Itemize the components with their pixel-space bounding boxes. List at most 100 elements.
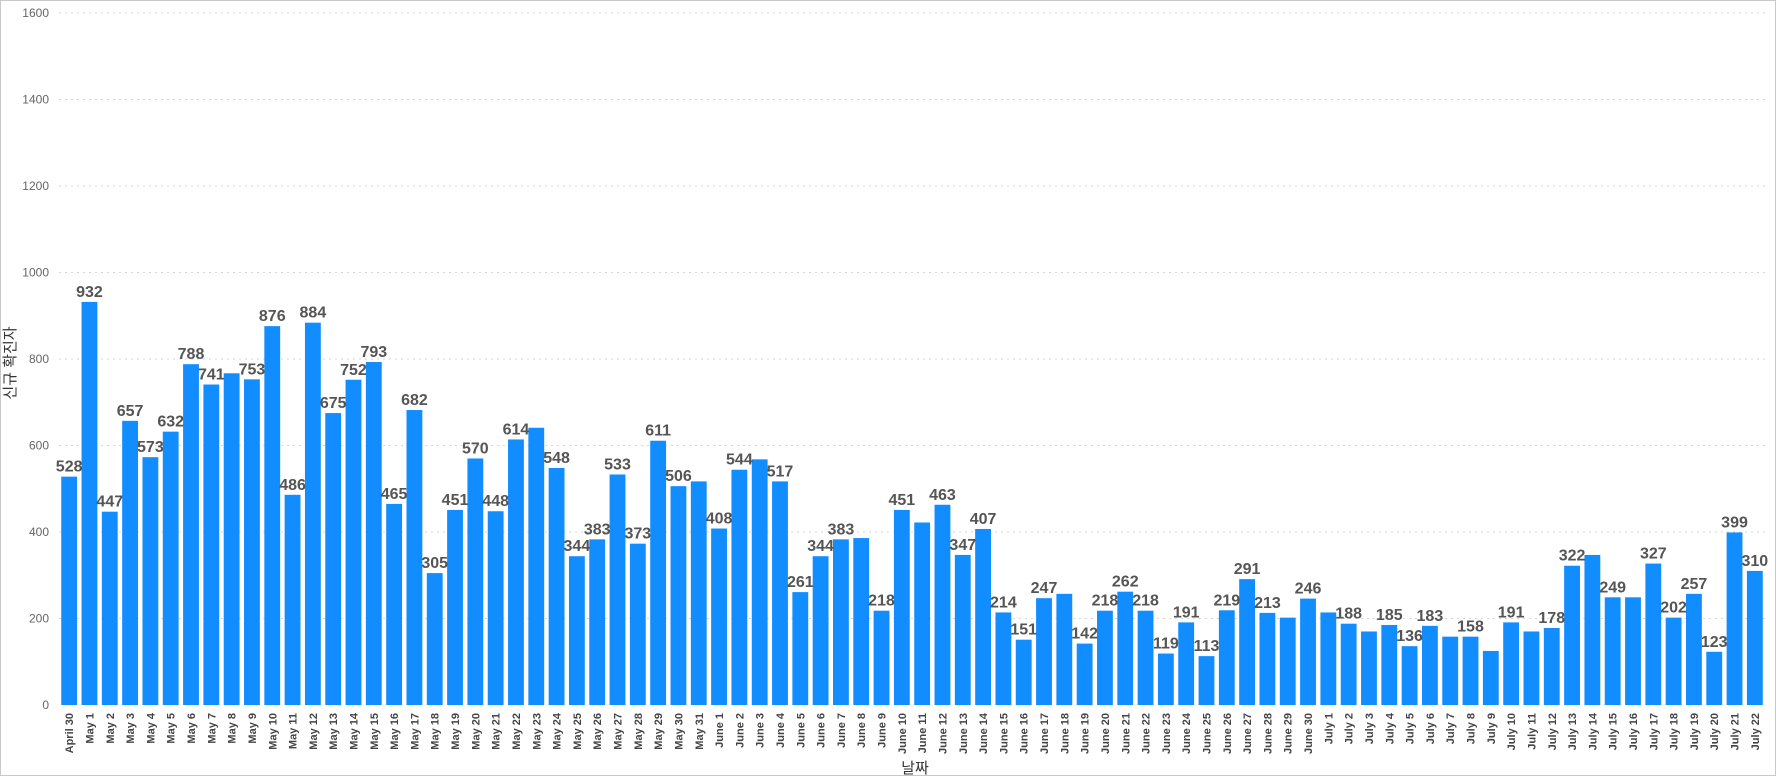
bar <box>792 592 809 705</box>
bar <box>1726 532 1743 705</box>
bar <box>670 486 687 705</box>
x-tick-label: July 17 <box>1648 713 1660 750</box>
bar <box>1523 631 1540 705</box>
x-tick-label: May 5 <box>166 713 178 744</box>
x-tick-label: June 27 <box>1242 713 1254 754</box>
x-tick-label: May 2 <box>105 713 117 744</box>
bar <box>1279 617 1296 705</box>
data-label: 548 <box>543 450 570 467</box>
bar <box>1421 625 1438 705</box>
data-label: 884 <box>300 305 327 322</box>
x-tick-label: May 3 <box>125 713 137 744</box>
data-label: 191 <box>1498 604 1525 621</box>
x-tick-label: July 3 <box>1364 713 1376 744</box>
x-tick-label: July 11 <box>1526 713 1538 750</box>
x-tick-label: June 14 <box>978 712 990 754</box>
bar <box>508 439 524 705</box>
data-label: 451 <box>442 492 469 509</box>
bar <box>447 509 463 705</box>
x-tick-label: June 2 <box>734 713 746 748</box>
bar <box>568 556 585 705</box>
bar <box>345 379 362 705</box>
x-tick-label: June 17 <box>1039 713 1051 754</box>
bar <box>426 573 443 705</box>
x-tick-label: June 15 <box>998 713 1010 754</box>
x-tick-label: May 4 <box>145 712 157 743</box>
x-tick-label: June 29 <box>1283 713 1295 754</box>
data-label: 447 <box>96 494 123 511</box>
data-label: 573 <box>137 439 164 456</box>
data-labels: 528 932 447 657 573 632 788 741 753 876 486 884 675 7… <box>56 284 1768 655</box>
x-tick-label: May 31 <box>694 713 706 750</box>
x-axis-ticks: April 30 May 1 May 2 May 3 May 4 May 5 May 6 Ma… <box>64 712 1762 754</box>
bar <box>832 539 849 705</box>
data-label: 528 <box>56 459 83 476</box>
bar <box>772 481 788 705</box>
data-label: 533 <box>604 456 631 473</box>
data-label: 113 <box>1194 638 1220 655</box>
data-label: 213 <box>1254 595 1281 612</box>
bar <box>1706 651 1723 705</box>
data-label: 570 <box>462 440 489 457</box>
data-label: 753 <box>239 361 266 378</box>
y-axis-title: 신규 확진자 <box>2 326 19 399</box>
x-tick-label: May 9 <box>247 713 259 744</box>
data-label: 451 <box>888 492 915 509</box>
bar <box>1482 650 1499 705</box>
gridlines <box>59 12 1765 619</box>
bar <box>264 326 281 705</box>
data-label: 119 <box>1153 636 1179 653</box>
data-label: 158 <box>1457 619 1484 636</box>
bar <box>1117 591 1134 705</box>
x-tick-label: June 19 <box>1080 713 1092 754</box>
y-tick-label: 1200 <box>22 179 49 193</box>
bar <box>203 384 220 705</box>
bar <box>690 481 707 705</box>
x-tick-label: June 28 <box>1262 713 1274 754</box>
bar <box>548 467 565 705</box>
x-tick-label: May 28 <box>633 713 645 750</box>
bar <box>731 469 748 705</box>
y-tick-label: 400 <box>29 525 49 539</box>
bar <box>406 410 423 705</box>
bar <box>1462 636 1479 705</box>
x-tick-label: June 9 <box>877 713 889 748</box>
bar <box>528 427 545 705</box>
x-tick-label: May 13 <box>328 713 340 750</box>
x-tick-label: June 4 <box>775 712 787 748</box>
y-tick-label: 1600 <box>22 6 49 20</box>
bar <box>1564 565 1580 705</box>
data-label: 327 <box>1640 546 1667 563</box>
data-label: 310 <box>1741 553 1768 570</box>
data-label: 261 <box>787 574 814 591</box>
bar <box>589 539 606 705</box>
x-tick-label: May 6 <box>186 713 198 744</box>
x-tick-label: May 22 <box>511 713 523 750</box>
x-tick-label: July 1 <box>1323 713 1335 744</box>
bar <box>995 612 1012 705</box>
x-tick-label: June 26 <box>1222 713 1234 754</box>
bar <box>1604 597 1621 705</box>
data-label: 407 <box>970 511 997 528</box>
x-tick-label: May 7 <box>206 713 218 744</box>
x-tick-label: July 22 <box>1750 713 1762 750</box>
x-tick-label: May 14 <box>348 712 360 750</box>
data-label: 191 <box>1173 604 1200 621</box>
bar <box>1239 579 1256 705</box>
x-tick-label: June 8 <box>856 713 868 748</box>
bar <box>751 459 768 705</box>
bar <box>1137 610 1154 705</box>
bar <box>1076 643 1093 705</box>
data-label: 214 <box>990 594 1017 611</box>
bar <box>183 364 199 705</box>
bar <box>386 503 403 705</box>
x-tick-label: June 22 <box>1141 713 1153 754</box>
data-label: 123 <box>1701 634 1728 651</box>
x-tick-label: July 14 <box>1587 712 1599 750</box>
bar <box>954 554 971 705</box>
bar <box>1178 622 1195 705</box>
bar <box>1361 631 1377 705</box>
bars <box>61 301 1763 705</box>
x-tick-label: June 13 <box>958 713 970 754</box>
data-label: 752 <box>340 362 367 379</box>
